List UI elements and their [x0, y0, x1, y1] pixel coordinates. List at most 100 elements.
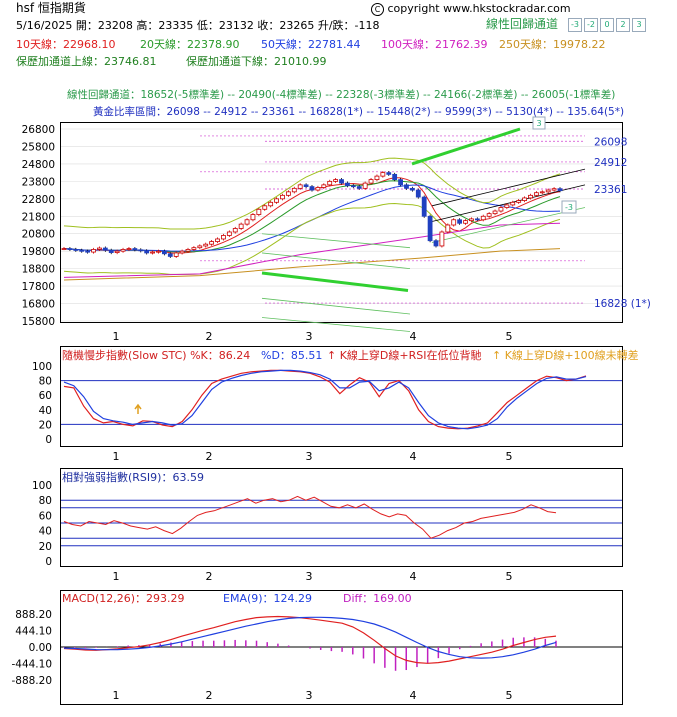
- rsi-panel-frame: [60, 468, 623, 567]
- stoch-title: 隨機慢步指數(Slow STC) %K：86.24: [62, 349, 251, 362]
- stoch-signal-1-text: K線上穿D線+RSI在低位背馳: [339, 349, 482, 362]
- candle-body: [374, 175, 380, 181]
- fib-label: 24912: [594, 157, 627, 169]
- rsi-y-tick: 40: [39, 526, 52, 538]
- macd-lines: 1 2 3 4 5: [63, 615, 557, 702]
- macd-line: [63, 615, 557, 664]
- stoch-x-tick: 2: [206, 450, 213, 463]
- macd-panel-frame: [60, 590, 623, 705]
- arrow-up-orange-icon: ↑: [492, 349, 502, 362]
- candle-body: [61, 248, 67, 250]
- trend-line-upper: [411, 127, 521, 166]
- candle-body: [132, 248, 138, 251]
- channel-upper: [431, 168, 586, 207]
- price-y-tick: 17800: [22, 281, 55, 293]
- stoch-y-tick: 60: [39, 390, 52, 402]
- candle-body: [120, 249, 126, 252]
- regression-button-m3[interactable]: -3: [568, 18, 582, 32]
- stoch-x-tick: 4: [410, 450, 417, 463]
- candle-body: [297, 184, 303, 189]
- regression-values: 線性回歸通道：18652(-5標準差) -- 20490(-4標準差) -- 2…: [67, 89, 616, 101]
- candle-body: [421, 196, 427, 217]
- stoch-y-tick: 100: [32, 361, 52, 373]
- golden-ratio-values: 黃金比率區間：26098 -- 24912 -- 23361 -- 16828(…: [93, 106, 625, 118]
- candle-body: [226, 231, 232, 236]
- ma-100-label: 100天線：21762.39: [381, 38, 488, 51]
- price-y-tick: 16800: [22, 299, 55, 311]
- stoch-x-tick: 1: [113, 450, 120, 463]
- candle-body: [327, 180, 333, 186]
- candle-body: [209, 241, 215, 245]
- regression-button-2[interactable]: 2: [616, 18, 630, 32]
- arrow-up-red-icon: ↑: [327, 349, 337, 362]
- candle-body: [197, 245, 203, 249]
- macd-grid: 888.20 444.10 0.00 -444.10 -888.20: [11, 609, 622, 687]
- stoch-lines: 1 2 3 4 5: [63, 369, 587, 463]
- regression-button-0[interactable]: 0: [600, 18, 614, 32]
- candle-body: [126, 248, 132, 250]
- top-badge: 3: [536, 119, 541, 128]
- price-panel-frame: [60, 122, 623, 323]
- rsi-y-tick: 20: [39, 541, 52, 553]
- candle-body: [102, 247, 108, 251]
- rsi-x-tick: 4: [410, 570, 417, 583]
- macd-y-tick: 888.20: [15, 609, 52, 621]
- stoch-signal-arrow: [134, 403, 142, 414]
- candle-body: [368, 179, 374, 184]
- candle-body: [274, 198, 279, 203]
- bollinger-upper-line: [63, 157, 561, 230]
- candle-body: [409, 187, 415, 191]
- candle-body: [545, 189, 551, 193]
- rsi-y-tick: 0: [45, 556, 52, 568]
- candle-body: [73, 249, 79, 251]
- price-y-tick: 20800: [22, 229, 55, 241]
- candle-body: [350, 185, 356, 188]
- regression-button-3[interactable]: 3: [632, 18, 646, 32]
- rsi-grid: 100 80 60 40 20 0: [32, 480, 622, 568]
- candle-body: [557, 188, 563, 192]
- candle-body: [345, 182, 350, 187]
- price-y-tick: 18800: [22, 264, 55, 276]
- bollinger-upper-label: 保歷加通道上線：23746.81: [16, 55, 157, 68]
- candle-body: [285, 191, 291, 196]
- macd-x-tick: 5: [506, 689, 513, 702]
- candle-body: [404, 184, 409, 189]
- candle-body: [179, 250, 185, 254]
- regression-line: [261, 252, 411, 270]
- candle-body: [108, 249, 114, 253]
- candle-body: [457, 219, 463, 224]
- channel-green: [431, 207, 586, 243]
- candle-body: [315, 187, 321, 191]
- candle-body: [238, 223, 244, 229]
- rsi-y-tick: 100: [32, 480, 52, 492]
- price-y-tick: 21800: [22, 211, 55, 223]
- channel-badge-box: [561, 200, 577, 214]
- fib-label: 26098: [594, 136, 627, 148]
- price-x-tick: 2: [206, 330, 213, 343]
- candle-body: [445, 224, 451, 233]
- candle-body: [486, 213, 492, 217]
- regression-button-m2[interactable]: -2: [584, 18, 598, 32]
- candle-body: [386, 172, 392, 175]
- price-overlays: [63, 127, 586, 332]
- rsi-y-tick: 60: [39, 510, 52, 522]
- copyright-label: copyright www.hkstockradar.com: [387, 2, 571, 15]
- fib-label: 23361: [594, 184, 627, 196]
- candle-body: [79, 249, 85, 252]
- candle-body: [392, 173, 398, 181]
- stoch-grid: 100 80 60 40 20 0: [32, 361, 622, 446]
- candle-body: [67, 248, 73, 250]
- stoch-x-tick: 3: [306, 450, 313, 463]
- price-y-tick: 23800: [22, 176, 55, 188]
- candle-body: [415, 189, 421, 198]
- price-y-tick: 22800: [22, 194, 55, 206]
- candle-body: [516, 200, 522, 203]
- candle-body: [215, 238, 220, 242]
- macd-y-tick: 444.10: [15, 626, 52, 638]
- candle-body: [321, 184, 327, 188]
- candle-body: [167, 253, 173, 257]
- bollinger-lower-label: 保歷加通道下線：21010.99: [186, 55, 327, 68]
- stoch-y-tick: 40: [39, 405, 52, 417]
- candle-body: [114, 250, 120, 253]
- price-y-tick: 26800: [22, 124, 55, 136]
